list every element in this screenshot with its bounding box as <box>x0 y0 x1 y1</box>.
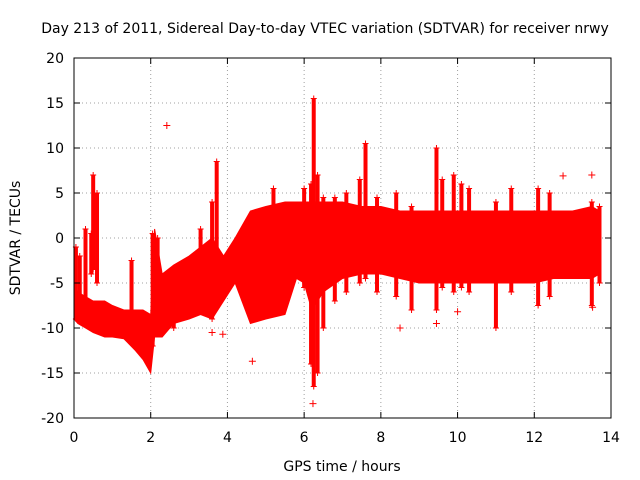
data-spike-marker <box>362 140 369 282</box>
data-spike-marker <box>301 185 308 291</box>
y-tick-label: -5 <box>50 276 64 292</box>
x-tick-label: 6 <box>300 430 309 446</box>
data-spike-marker <box>374 194 381 295</box>
data-spike-marker <box>270 185 277 295</box>
y-axis-label: SDTVAR / TECUs <box>8 181 24 296</box>
data-point <box>219 330 227 338</box>
y-tick-label: 10 <box>46 141 64 157</box>
data-point <box>589 303 597 311</box>
data-spike-marker <box>508 185 515 295</box>
data-spike-marker <box>393 190 400 300</box>
data-point <box>432 320 440 327</box>
data-spike-marker <box>128 257 135 331</box>
data-spike-marker <box>209 199 216 322</box>
data-spike-marker <box>408 203 415 313</box>
data-spike-marker <box>466 185 473 295</box>
data-point <box>454 308 462 316</box>
data-spike-marker <box>154 235 161 331</box>
axis-ticks <box>73 57 612 419</box>
y-tick-labels: -20 -15 -10 -5 0 5 10 15 20 <box>41 51 64 427</box>
data-spike-marker <box>76 253 83 313</box>
data-spike-marker <box>149 230 156 349</box>
data-point <box>396 324 404 332</box>
data-spike-marker <box>492 199 499 331</box>
data-spike-marker <box>546 190 553 300</box>
data-spike-marker <box>197 226 204 286</box>
data-point <box>588 171 596 179</box>
data-spike-marker <box>343 190 350 295</box>
x-tick-label: 0 <box>70 430 79 446</box>
x-tick-labels: 0 2 4 6 8 10 12 14 <box>70 430 620 446</box>
data-spike-marker <box>94 190 101 286</box>
data-spike-marker <box>213 158 220 295</box>
y-tick-label: 20 <box>46 51 64 67</box>
data-spike-marker <box>433 145 440 313</box>
data-spike-marker <box>72 244 79 322</box>
y-tick-label: -10 <box>41 321 64 337</box>
data-spike-marker <box>82 226 89 304</box>
data-point <box>309 400 317 408</box>
x-tick-label: 8 <box>376 430 385 446</box>
data-spike-marker <box>308 181 315 367</box>
data-point <box>208 329 216 336</box>
x-tick-label: 4 <box>223 430 232 446</box>
data-spike-marker <box>450 172 457 295</box>
x-tick-label: 10 <box>449 430 467 446</box>
data-point <box>248 357 256 365</box>
y-tick-label: 15 <box>46 96 64 112</box>
data-spike-marker <box>356 176 363 286</box>
x-tick-label: 12 <box>525 430 543 446</box>
x-tick-label: 2 <box>146 430 155 446</box>
x-axis-label: GPS time / hours <box>283 459 400 475</box>
data-spike-marker <box>90 172 97 273</box>
y-tick-label: 0 <box>55 231 64 247</box>
data-spike-marker <box>320 194 327 331</box>
data-spike-marker <box>331 194 338 304</box>
data-spike-marker <box>310 95 317 390</box>
y-tick-label: -15 <box>41 366 64 382</box>
chart-title: Day 213 of 2011, Sidereal Day-to-day VTE… <box>41 21 609 37</box>
data-spike-marker <box>588 199 595 309</box>
y-tick-label: 5 <box>55 186 64 202</box>
data-spike-marker <box>170 266 177 331</box>
data-spike-marker <box>596 203 603 286</box>
data-spike-marker <box>314 172 321 376</box>
y-tick-label: -20 <box>41 411 64 427</box>
data-point <box>163 122 171 129</box>
x-tick-label: 14 <box>602 430 620 446</box>
data-spike-marker <box>535 185 542 309</box>
plot-data <box>72 95 603 408</box>
data-spike-marker <box>439 176 446 291</box>
data-point <box>559 172 567 180</box>
data-spike-marker <box>458 181 465 291</box>
